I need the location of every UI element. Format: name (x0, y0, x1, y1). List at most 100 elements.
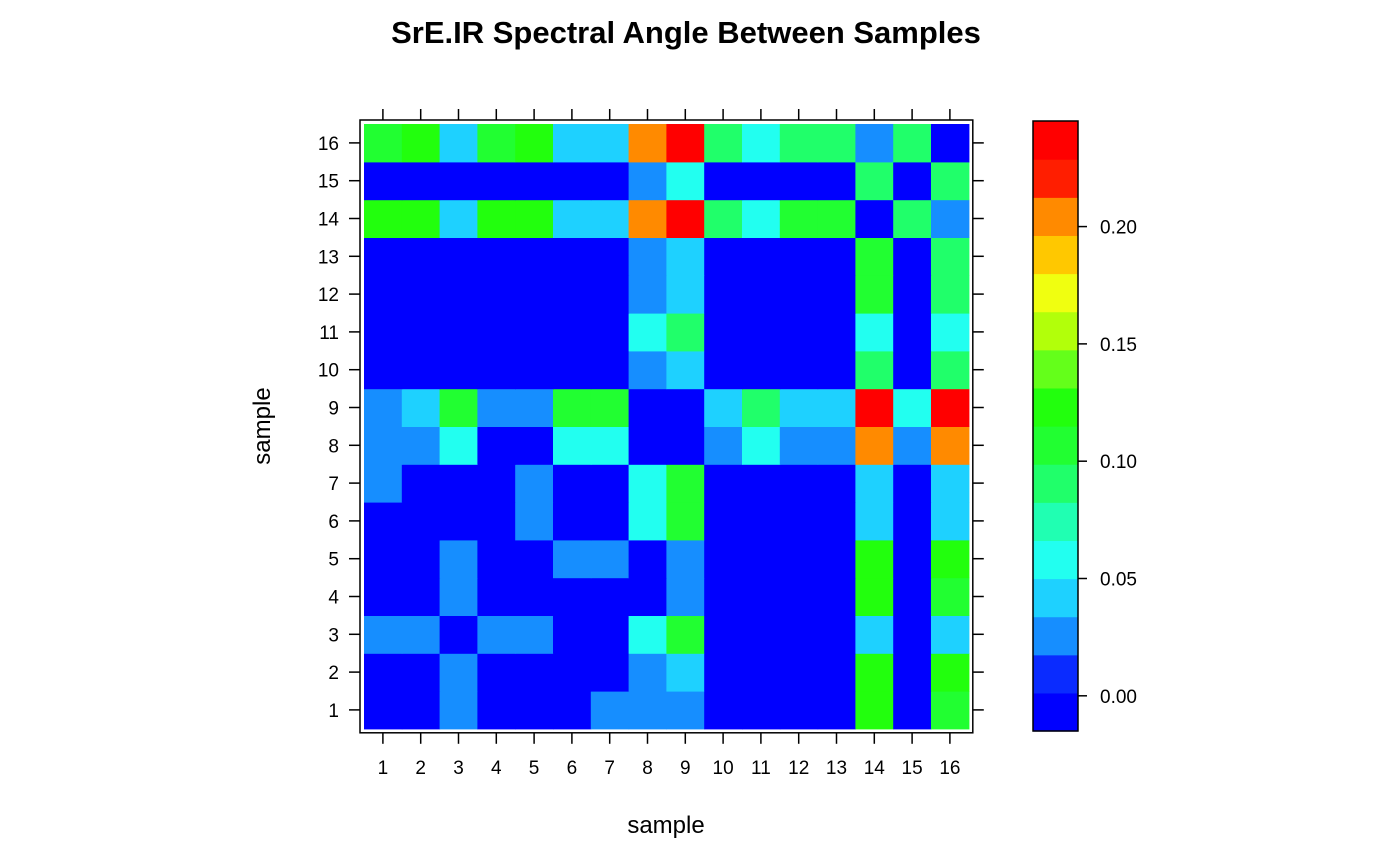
x-tick-label: 14 (864, 758, 886, 779)
heatmap-cell (515, 539, 554, 579)
heatmap-cell (553, 199, 592, 238)
heatmap-cell (742, 464, 781, 503)
heatmap-cell (439, 124, 478, 163)
colorbar-swatch (1033, 502, 1078, 541)
plot-frame (359, 119, 974, 734)
heatmap-cell (779, 502, 819, 541)
heatmap-cell (439, 653, 478, 692)
heatmap-cell (817, 539, 856, 579)
heatmap-cell (817, 237, 856, 276)
heatmap-cell (364, 502, 403, 541)
heatmap-cell (855, 199, 894, 238)
heatmap-cell (855, 539, 894, 579)
heatmap-cell (931, 426, 970, 465)
heatmap-cell (515, 615, 554, 654)
heatmap-cell (515, 124, 554, 163)
heatmap-cell (590, 464, 630, 503)
heatmap-cell (742, 615, 781, 654)
heatmap-cell (931, 388, 970, 427)
heatmap-cell (590, 237, 630, 276)
x-tick-label: 6 (567, 758, 578, 779)
colorbar-swatch (1033, 464, 1078, 503)
heatmap-cell (590, 653, 630, 692)
heatmap-cell (515, 464, 554, 503)
y-tick-label: 2 (328, 663, 339, 684)
heatmap-cell (364, 539, 403, 579)
heatmap-cell (779, 124, 819, 163)
heatmap-cell (893, 653, 932, 692)
heatmap-cell (439, 237, 478, 276)
heatmap-cell (553, 313, 592, 352)
y-tick-label: 1 (328, 701, 339, 722)
y-tick-label: 12 (318, 285, 339, 306)
heatmap-cell (553, 539, 592, 579)
heatmap-cell (439, 161, 478, 201)
heatmap-cell (439, 388, 478, 427)
colorbar-swatch (1033, 616, 1078, 656)
heatmap-cell (704, 615, 743, 654)
heatmap-cell (742, 388, 781, 427)
heatmap-cell (931, 539, 970, 579)
heatmap-cell (855, 313, 894, 352)
x-tick-label: 10 (713, 758, 734, 779)
heatmap-cell (477, 124, 516, 163)
y-tick-label: 16 (318, 134, 339, 155)
heatmap-cell (477, 237, 516, 276)
heatmap-cell (628, 539, 667, 579)
heatmap-cell (515, 653, 554, 692)
heatmap-cell (477, 464, 516, 503)
heatmap-cell (401, 199, 441, 238)
heatmap-cell (817, 426, 856, 465)
heatmap-cell (742, 577, 781, 616)
colorbar-swatch (1033, 197, 1078, 236)
heatmap-cell (893, 388, 932, 427)
x-tick-label: 11 (751, 758, 771, 779)
heatmap-cell (855, 124, 894, 163)
heatmap-cell (666, 691, 705, 730)
heatmap-cell (439, 275, 478, 314)
heatmap-cell (817, 124, 856, 163)
heatmap-cell (364, 350, 403, 390)
heatmap-cell (553, 615, 592, 654)
heatmap-cell (855, 237, 894, 276)
heatmap-cell (855, 615, 894, 654)
heatmap-cell (742, 502, 781, 541)
heatmap-cell (553, 426, 592, 465)
heatmap-cell (590, 124, 630, 163)
heatmap-cell (704, 313, 743, 352)
heatmap-cell (590, 388, 630, 427)
heatmap-cell (553, 464, 592, 503)
heatmap-cell (704, 161, 743, 201)
heatmap-cell (364, 161, 403, 201)
heatmap-cell (401, 313, 441, 352)
heatmap-cell (401, 502, 441, 541)
heatmap-cell (364, 313, 403, 352)
y-tick-label: 5 (328, 550, 339, 571)
heatmap-cell (893, 615, 932, 654)
heatmap-cell (704, 388, 743, 427)
heatmap-cell (439, 313, 478, 352)
heatmap-cell (893, 691, 932, 730)
y-axis-label: sample (249, 387, 276, 464)
heatmap-cell (515, 577, 554, 616)
heatmap-cell (742, 313, 781, 352)
heatmap-cell (779, 615, 819, 654)
heatmap-cell (931, 124, 970, 163)
heatmap-cell (401, 426, 441, 465)
heatmap-cell (401, 275, 441, 314)
heatmap-cell (742, 653, 781, 692)
heatmap-cell (364, 464, 403, 503)
heatmap-cell (477, 539, 516, 579)
heatmap-cell (590, 161, 630, 201)
x-tick-label: 9 (680, 758, 691, 779)
heatmap-cell (704, 464, 743, 503)
x-tick-label: 15 (902, 758, 923, 779)
heatmap-cell (931, 350, 970, 390)
heatmap-cell (704, 577, 743, 616)
heatmap-cell (855, 653, 894, 692)
heatmap-cell (401, 124, 441, 163)
y-tick-label: 8 (328, 436, 339, 457)
heatmap-cell (553, 161, 592, 201)
